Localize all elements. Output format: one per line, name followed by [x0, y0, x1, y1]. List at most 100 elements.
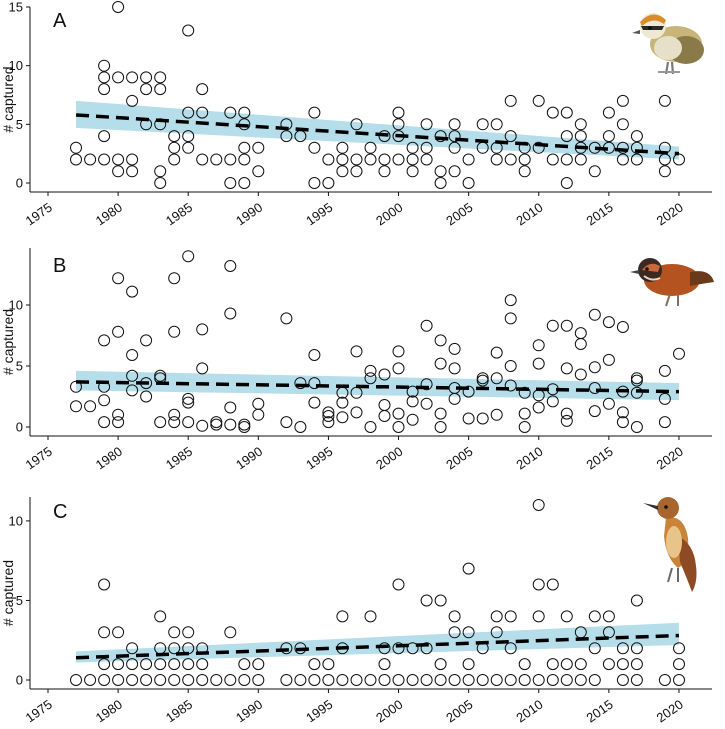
- data-point: [336, 610, 349, 623]
- data-point: [252, 408, 265, 421]
- data-point: [616, 416, 629, 429]
- data-point: [224, 418, 237, 431]
- data-point: [504, 130, 517, 143]
- panel-letter: C: [53, 501, 67, 523]
- data-point: [98, 416, 111, 429]
- data-point: [238, 418, 251, 431]
- data-point: [406, 642, 419, 655]
- data-point: [252, 658, 265, 671]
- data-point: [518, 407, 531, 420]
- data-point: [224, 626, 237, 639]
- data-point: [168, 153, 181, 166]
- data-point: [673, 642, 685, 655]
- data-point: [182, 626, 195, 639]
- data-point: [434, 334, 447, 347]
- data-point: [616, 153, 629, 166]
- data-point: [476, 674, 489, 686]
- y-tick-label: 10: [9, 58, 23, 73]
- data-point: [658, 364, 671, 377]
- data-point: [238, 674, 251, 686]
- trend-line: [76, 380, 679, 394]
- data-point: [140, 83, 153, 96]
- data-points: [70, 250, 685, 433]
- data-point: [308, 674, 321, 686]
- data-point: [378, 153, 391, 166]
- data-point: [98, 394, 111, 407]
- data-point: [546, 578, 559, 591]
- data-point: [364, 364, 377, 377]
- data-point: [294, 674, 307, 686]
- data-point: [616, 406, 629, 419]
- data-point: [364, 141, 377, 154]
- y-tick-label: 5: [16, 593, 23, 608]
- data-point: [448, 626, 461, 639]
- data-point: [434, 674, 447, 686]
- data-point: [252, 397, 265, 410]
- x-tick-label: 2005: [443, 200, 475, 229]
- confidence-band: [76, 100, 679, 160]
- x-tick-label: 1980: [93, 200, 125, 229]
- data-point: [252, 165, 265, 178]
- data-point: [560, 362, 573, 375]
- data-point: [448, 392, 461, 405]
- data-point: [630, 658, 643, 671]
- data-point: [532, 401, 545, 414]
- data-point: [630, 130, 643, 143]
- data-point: [560, 674, 573, 686]
- data-point: [238, 421, 251, 433]
- data-point: [602, 610, 615, 623]
- data-point: [616, 658, 629, 671]
- x-tick-label: 2020: [654, 444, 686, 473]
- data-point: [280, 642, 293, 655]
- data-point: [434, 407, 447, 420]
- data-point: [196, 362, 209, 375]
- data-point: [392, 362, 405, 375]
- data-point: [560, 177, 573, 189]
- data-point: [154, 369, 167, 382]
- data-point: [448, 342, 461, 355]
- data-point: [154, 177, 167, 189]
- x-tick-label: 2000: [373, 200, 405, 229]
- data-point: [98, 674, 111, 686]
- data-point: [588, 382, 601, 394]
- x-tick-label: 1995: [303, 444, 335, 473]
- data-point: [392, 578, 405, 591]
- x-tick-label: 2020: [654, 200, 686, 229]
- data-point: [588, 405, 601, 418]
- data-point: [126, 285, 139, 298]
- data-point: [560, 130, 573, 143]
- y-tick-label: 15: [9, 0, 23, 15]
- data-point: [168, 642, 181, 655]
- data-point: [238, 106, 251, 119]
- data-point: [308, 396, 321, 409]
- data-point: [462, 177, 475, 189]
- data-point: [280, 674, 293, 686]
- data-point: [140, 674, 153, 686]
- data-point: [630, 386, 643, 399]
- data-point: [574, 674, 587, 686]
- data-point: [336, 141, 349, 154]
- data-point: [364, 421, 377, 433]
- data-point: [518, 674, 531, 686]
- data-point: [126, 369, 139, 382]
- x-tick-label: 2010: [513, 697, 545, 726]
- data-point: [504, 610, 517, 623]
- data-point: [434, 357, 447, 370]
- data-point: [490, 626, 503, 639]
- x-tick-label: 1985: [163, 444, 195, 473]
- data-point: [588, 165, 601, 178]
- data-point: [98, 59, 111, 72]
- data-point: [140, 390, 153, 403]
- data-point: [224, 401, 237, 414]
- data-point: [630, 153, 643, 166]
- data-point: [126, 642, 139, 655]
- x-tick-label: 2005: [443, 697, 475, 726]
- panel-b: 0 5 10 1975 1980 1985 1990 1995 2000 2005 2010 2015…: [0, 248, 712, 473]
- data-point: [518, 386, 531, 399]
- data-point: [448, 674, 461, 686]
- data-point: [673, 153, 685, 166]
- panel-a: 0 5 10 15 1975 1980 1985 1990 1995 2000 2005 2010 20…: [0, 0, 712, 229]
- data-point: [616, 141, 629, 154]
- x-tick-label: 2010: [513, 200, 545, 229]
- x-tick-label: 1995: [303, 697, 335, 726]
